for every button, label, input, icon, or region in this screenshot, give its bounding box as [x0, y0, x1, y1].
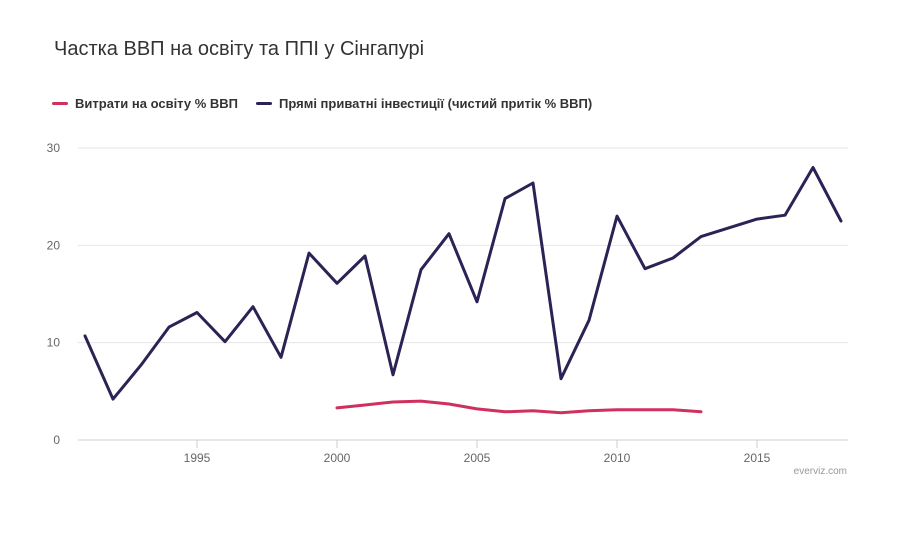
- education-point: [615, 408, 619, 412]
- y-tick-label: 30: [47, 141, 61, 155]
- fdi-point: [139, 363, 143, 367]
- education-point: [363, 403, 367, 407]
- fdi-point: [363, 254, 367, 258]
- x-tick-label: 2005: [464, 451, 491, 465]
- x-tick-label: 1995: [184, 451, 211, 465]
- fdi-point: [335, 281, 339, 285]
- education-point: [475, 407, 479, 411]
- fdi-point: [475, 300, 479, 304]
- x-tick-label: 2015: [744, 451, 771, 465]
- legend-item-fdi[interactable]: Прямі приватні інвестиції (чистий притік…: [256, 96, 592, 111]
- chart-title: Частка ВВП на освіту та ППІ у Сінгапурі: [54, 38, 425, 60]
- education-point: [419, 399, 423, 403]
- fdi-point: [699, 235, 703, 239]
- fdi-point: [195, 310, 199, 314]
- education-point: [671, 408, 675, 412]
- fdi-point: [839, 219, 843, 223]
- series-line-fdi[interactable]: [83, 166, 843, 401]
- series-line-education[interactable]: [335, 399, 703, 415]
- fdi-point: [251, 305, 255, 309]
- legend-label-fdi: Прямі приватні інвестиції (чистий притік…: [279, 96, 593, 111]
- y-tick-label: 0: [53, 433, 60, 447]
- fdi-point: [307, 251, 311, 255]
- fdi-point: [727, 226, 731, 230]
- y-tick-label: 20: [47, 238, 61, 252]
- fdi-point: [83, 334, 87, 338]
- fdi-point: [643, 267, 647, 271]
- education-point: [335, 406, 339, 410]
- education-point: [559, 411, 563, 415]
- fdi-point: [111, 397, 115, 401]
- legend-swatch-fdi: [256, 102, 273, 105]
- fdi-point: [503, 197, 507, 201]
- fdi-point: [615, 214, 619, 218]
- x-tick-label: 2000: [324, 451, 351, 465]
- legend-label-education: Витрати на освіту % ВВП: [75, 96, 239, 111]
- fdi-point: [419, 268, 423, 272]
- x-tick-label: 2010: [604, 451, 631, 465]
- fdi-point: [531, 181, 535, 185]
- fdi-point: [167, 325, 171, 329]
- fdi-point: [811, 165, 815, 169]
- fdi-point: [391, 373, 395, 377]
- fdi-point: [755, 217, 759, 221]
- y-tick-label: 10: [47, 336, 61, 350]
- fdi-point: [279, 355, 283, 359]
- fdi-point: [223, 340, 227, 344]
- fdi-point: [559, 377, 563, 381]
- fdi-point: [783, 213, 787, 217]
- education-point: [503, 410, 507, 414]
- education-point: [587, 409, 591, 413]
- legend-swatch-education: [52, 102, 68, 105]
- education-point: [391, 400, 395, 404]
- credit-label[interactable]: everviz.com: [793, 466, 847, 477]
- education-point: [531, 409, 535, 413]
- education-point: [643, 408, 647, 412]
- legend: Витрати на освіту % ВВП Прямі приватні і…: [52, 96, 610, 111]
- fdi-point: [447, 232, 451, 236]
- education-point: [447, 402, 451, 406]
- fdi-point: [587, 318, 591, 322]
- legend-item-education[interactable]: Витрати на освіту % ВВП: [52, 96, 238, 111]
- fdi-point: [671, 256, 675, 260]
- education-point: [699, 410, 703, 414]
